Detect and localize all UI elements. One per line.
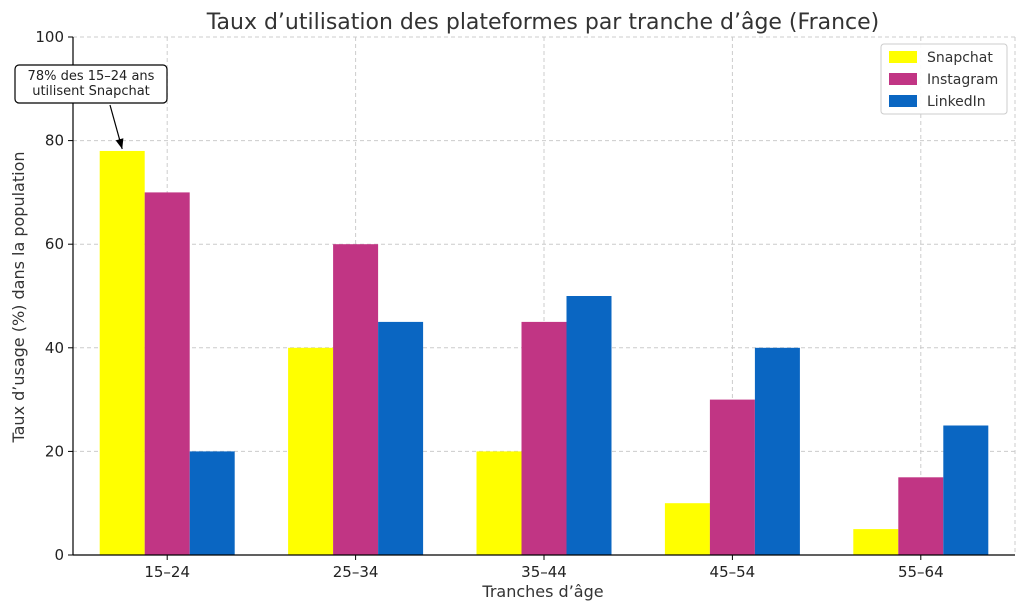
- chart-title: Taux d’utilisation des plateformes par t…: [206, 10, 880, 35]
- annotation-text-line-1: utilisent Snapchat: [32, 84, 150, 99]
- bar-snapchat-3: [664, 503, 710, 555]
- bar-snapchat-2: [476, 451, 522, 555]
- y-tick-label-3: 60: [45, 235, 64, 253]
- legend: Snapchat Instagram LinkedIn: [880, 43, 1008, 115]
- x-tick-label-0: 15–24: [144, 563, 190, 581]
- bar-linkedin-2: [566, 296, 612, 555]
- x-axis-label: Tranches d’âge: [481, 582, 603, 601]
- bar-instagram-2: [521, 321, 567, 555]
- y-tick-label-4: 80: [45, 132, 64, 150]
- bar-instagram-0: [144, 192, 190, 555]
- annotation-text-line-0: 78% des 15–24 ans: [28, 69, 155, 84]
- legend-swatch-linkedin: [889, 95, 917, 107]
- y-tick-label-1: 20: [45, 442, 64, 460]
- bar-instagram-4: [898, 477, 944, 555]
- y-tick-label-2: 40: [45, 339, 64, 357]
- bar-instagram-1: [333, 244, 379, 555]
- bar-snapchat-0: [99, 150, 145, 555]
- y-axis-label: Taux d’usage (%) dans la population: [9, 151, 28, 443]
- bar-linkedin-1: [378, 321, 424, 555]
- x-tick-label-3: 45–54: [710, 563, 756, 581]
- bars: [99, 150, 989, 555]
- y-tick-label-5: 100: [35, 28, 64, 46]
- x-tick-label-2: 35–44: [521, 563, 567, 581]
- bar-instagram-3: [709, 399, 755, 555]
- annotation-box: [14, 64, 168, 104]
- x-tick-label-4: 55–64: [898, 563, 944, 581]
- legend-swatch-instagram: [889, 73, 917, 85]
- annotation-arrow-head: [115, 138, 124, 149]
- x-ticks: 15–24 25–34 35–44 45–54 55–64: [144, 555, 944, 581]
- bar-linkedin-0: [189, 451, 235, 555]
- bar-snapchat-1: [288, 347, 334, 555]
- bar-snapchat-4: [853, 529, 899, 555]
- bar-linkedin-4: [943, 425, 989, 555]
- bar-linkedin-3: [754, 347, 800, 555]
- legend-label-instagram: Instagram: [927, 72, 998, 88]
- y-ticks: 0 20 40 60 80 100: [35, 28, 73, 564]
- legend-label-linkedin: LinkedIn: [927, 94, 986, 110]
- x-tick-label-1: 25–34: [333, 563, 379, 581]
- legend-swatch-snapchat: [889, 51, 917, 63]
- legend-label-snapchat: Snapchat: [927, 50, 993, 66]
- y-tick-label-0: 0: [54, 546, 64, 564]
